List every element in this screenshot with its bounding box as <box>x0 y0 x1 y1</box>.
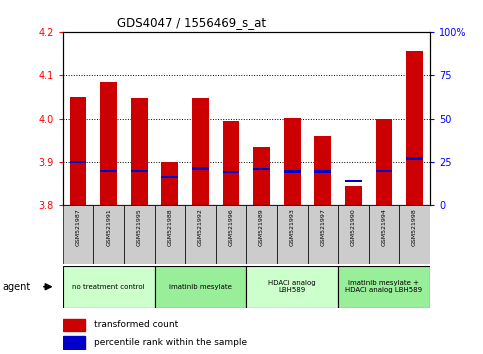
Bar <box>155 266 246 308</box>
Bar <box>100 170 117 172</box>
Text: percentile rank within the sample: percentile rank within the sample <box>94 338 247 347</box>
Bar <box>223 121 240 205</box>
Bar <box>406 158 423 160</box>
Text: no treatment control: no treatment control <box>72 284 145 290</box>
Bar <box>246 205 277 264</box>
Bar <box>63 319 85 331</box>
Bar <box>131 170 148 172</box>
Bar <box>345 180 362 182</box>
Text: GSM521998: GSM521998 <box>412 208 417 246</box>
Text: GSM521995: GSM521995 <box>137 208 142 246</box>
Text: GSM521996: GSM521996 <box>228 208 234 246</box>
Text: transformed count: transformed count <box>94 320 178 330</box>
Bar <box>93 205 124 264</box>
Bar <box>308 205 338 264</box>
Bar <box>100 82 117 205</box>
Bar <box>124 205 155 264</box>
Bar <box>376 119 392 205</box>
Bar <box>223 171 240 173</box>
Bar <box>284 170 300 173</box>
Text: GSM521992: GSM521992 <box>198 208 203 246</box>
Bar <box>246 266 338 308</box>
Text: GSM521987: GSM521987 <box>75 208 81 246</box>
Bar <box>369 205 399 264</box>
Bar <box>253 147 270 205</box>
Text: GSM521989: GSM521989 <box>259 208 264 246</box>
Bar <box>185 205 216 264</box>
Text: GSM521997: GSM521997 <box>320 208 326 246</box>
Bar <box>63 336 85 349</box>
Bar <box>70 161 86 163</box>
Text: GSM521991: GSM521991 <box>106 208 111 246</box>
Bar <box>284 118 300 205</box>
Text: GDS4047 / 1556469_s_at: GDS4047 / 1556469_s_at <box>117 16 266 29</box>
Bar <box>155 205 185 264</box>
Text: GSM521994: GSM521994 <box>382 208 386 246</box>
Bar <box>376 170 392 172</box>
Text: GSM521988: GSM521988 <box>167 208 172 246</box>
Bar <box>63 266 155 308</box>
Bar <box>63 205 93 264</box>
Bar <box>70 97 86 205</box>
Bar <box>161 176 178 178</box>
Bar <box>338 266 430 308</box>
Bar <box>314 136 331 205</box>
Text: GSM521993: GSM521993 <box>290 208 295 246</box>
Bar <box>338 205 369 264</box>
Text: imatinib mesylate +
HDACi analog LBH589: imatinib mesylate + HDACi analog LBH589 <box>345 280 423 293</box>
Text: agent: agent <box>2 282 30 292</box>
Bar <box>192 167 209 170</box>
Bar <box>406 51 423 205</box>
Bar <box>277 205 308 264</box>
Text: GSM521990: GSM521990 <box>351 208 356 246</box>
Bar <box>314 170 331 173</box>
Bar <box>161 162 178 205</box>
Bar <box>216 205 246 264</box>
Bar <box>131 98 148 205</box>
Text: HDACi analog
LBH589: HDACi analog LBH589 <box>269 280 316 293</box>
Bar <box>192 98 209 205</box>
Text: imatinib mesylate: imatinib mesylate <box>169 284 232 290</box>
Bar <box>399 205 430 264</box>
Bar <box>253 168 270 170</box>
Bar <box>345 186 362 205</box>
